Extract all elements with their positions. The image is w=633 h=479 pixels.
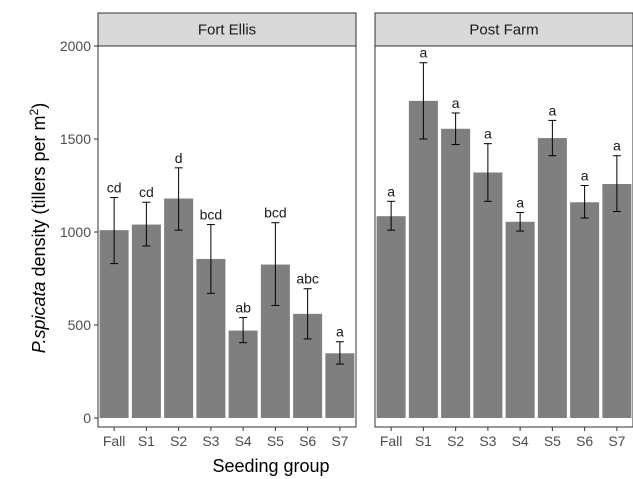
x-tick-label: S1 [415,433,432,449]
bar [228,330,258,418]
significance-label: a [516,194,524,210]
bar [505,221,535,418]
x-tick-label: S4 [512,433,529,449]
significance-label: cd [107,180,122,196]
bar [537,138,567,418]
y-tick-label: 2000 [60,38,91,54]
significance-label: cd [139,184,154,200]
x-tick-label: Fall [103,433,126,449]
y-tick-label: 1000 [60,224,91,240]
x-tick-label: S5 [544,433,561,449]
panel-title: Fort Ellis [198,22,256,39]
significance-label: a [581,168,589,184]
x-axis-title: Seeding group [212,456,329,476]
y-axis-title-close: ) [29,103,49,109]
bar [164,198,194,418]
panel-title: Post Farm [469,22,538,39]
y-axis: 0 500 1000 1500 2000 [60,38,98,426]
y-axis-title-superscript: 2 [27,108,41,115]
x-tick-label: S5 [267,433,284,449]
bar [376,216,406,418]
y-axis-title: P.spicata density (tillers per m2) [27,103,49,353]
significance-label: d [175,150,183,166]
significance-label: abc [296,271,319,287]
x-tick-label: S6 [576,433,593,449]
significance-label: a [613,138,621,154]
x-tick-label: S7 [331,433,348,449]
x-tick-label: S3 [202,433,219,449]
significance-label: bcd [264,205,287,221]
bar [441,128,471,418]
x-tick-label: S1 [138,433,155,449]
bar [408,100,438,419]
x-tick-label: S2 [447,433,464,449]
panel-strip [374,12,633,47]
y-tick-label: 1500 [60,131,91,147]
x-tick-label: S6 [299,433,316,449]
significance-label: bcd [200,207,223,223]
x-tick-label: S7 [608,433,625,449]
bar [570,202,600,418]
significance-label: ab [235,300,251,316]
significance-label: a [336,324,344,340]
x-tick-label: S3 [479,433,496,449]
x-tick-label: S4 [235,433,252,449]
x-tick-label: Fall [380,433,403,449]
y-axis-title-text: density (tillers per m [29,115,49,281]
significance-label: a [387,183,395,199]
bar [131,224,161,418]
panel-post-farm: Post Farm a Fall a S1 a S2 a S3 a S4 a S5 a S6 a S7 [374,12,633,449]
chart-panels: Fort Ellis cd Fall cd S1 d S2 bcd S3 ab S4 bcd S5 abc… [97,12,633,449]
y-axis-title-italic: P.spicata [29,282,49,354]
significance-label: a [484,126,492,142]
bar [602,184,632,418]
y-tick-label: 0 [83,410,91,426]
significance-label: a [419,45,427,61]
bar [473,172,503,418]
significance-label: a [452,95,460,111]
significance-label: a [548,102,556,118]
y-tick-label: 500 [68,317,92,333]
panel-fort-ellis: Fort Ellis cd Fall cd S1 d S2 bcd S3 ab S4 bcd S5 abc… [97,12,357,449]
x-tick-label: S2 [170,433,187,449]
panel-strip [97,12,357,47]
